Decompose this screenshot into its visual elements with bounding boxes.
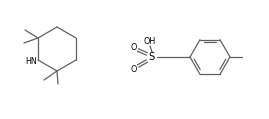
Text: S: S xyxy=(149,52,155,62)
Text: OH: OH xyxy=(144,37,156,47)
Text: HN: HN xyxy=(25,57,37,65)
Text: O: O xyxy=(131,42,137,52)
Text: O: O xyxy=(131,65,137,74)
